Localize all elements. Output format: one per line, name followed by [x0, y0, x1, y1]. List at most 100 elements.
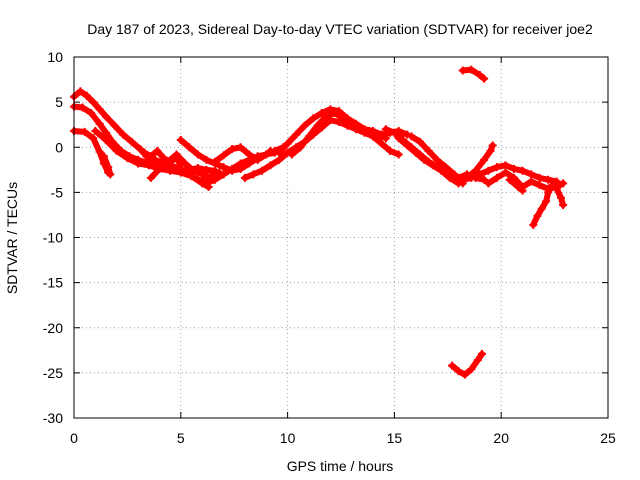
- data-point: [99, 152, 108, 161]
- data-point: [394, 150, 403, 159]
- data-point: [505, 175, 514, 184]
- data-point: [317, 108, 326, 117]
- data-point: [535, 173, 544, 182]
- data-point: [181, 159, 190, 168]
- data-point: [460, 370, 469, 379]
- data-point: [492, 163, 501, 172]
- data-point: [486, 146, 495, 155]
- y-tick-label: -20: [43, 320, 63, 336]
- data-series-track-9: [202, 148, 279, 188]
- data-point: [185, 143, 194, 152]
- data-point: [309, 114, 318, 123]
- data-point: [236, 143, 245, 152]
- data-series-track-15: [407, 132, 467, 188]
- data-point: [123, 154, 132, 163]
- data-point: [420, 155, 429, 164]
- data-point: [140, 148, 149, 157]
- data-point: [411, 148, 420, 157]
- data-point: [488, 141, 497, 150]
- x-tick-label: 25: [600, 430, 616, 446]
- data-point: [544, 188, 553, 197]
- data-point: [283, 139, 292, 148]
- data-point: [441, 163, 450, 172]
- data-point: [467, 365, 476, 374]
- data-series-track-20: [458, 65, 489, 83]
- data-point: [95, 147, 104, 156]
- data-point: [448, 361, 457, 370]
- data-point: [80, 127, 89, 136]
- data-point: [428, 161, 437, 170]
- data-point: [529, 220, 538, 229]
- data-point: [313, 121, 322, 130]
- data-point: [176, 168, 185, 177]
- data-point: [416, 137, 425, 146]
- data-point: [454, 173, 463, 182]
- data-point: [339, 114, 348, 123]
- data-point: [202, 165, 211, 174]
- data-point: [198, 170, 207, 179]
- data-point: [275, 155, 284, 164]
- data-point: [330, 108, 339, 117]
- data-point: [102, 128, 111, 137]
- data-point: [471, 166, 480, 175]
- data-point: [477, 349, 486, 358]
- data-point: [202, 179, 211, 188]
- data-point: [557, 193, 566, 202]
- data-point: [87, 108, 96, 117]
- data-point: [210, 175, 219, 184]
- data-point: [492, 173, 501, 182]
- data-series-track-21: [448, 349, 486, 379]
- data-point: [445, 173, 454, 182]
- data-point: [381, 134, 390, 143]
- data-series-track-6: [146, 150, 228, 182]
- data-point: [172, 150, 181, 159]
- data-point: [559, 201, 568, 210]
- data-point: [510, 164, 519, 173]
- data-point: [89, 134, 98, 143]
- x-tick-label: 20: [493, 430, 509, 446]
- data-point: [394, 134, 403, 143]
- series-line: [455, 171, 488, 183]
- data-point: [475, 71, 484, 80]
- data-point: [219, 151, 228, 160]
- y-tick-label: 10: [47, 49, 63, 65]
- data-series-track-10: [240, 116, 403, 182]
- data-point: [104, 163, 113, 172]
- y-tick-label: -5: [51, 184, 64, 200]
- data-point: [458, 179, 467, 188]
- data-point: [403, 141, 412, 150]
- data-point: [433, 155, 442, 164]
- data-point: [245, 155, 254, 164]
- data-point: [480, 155, 489, 164]
- data-point: [99, 159, 108, 168]
- data-point: [127, 137, 136, 146]
- data-point: [544, 175, 553, 184]
- data-series-track-17: [505, 175, 527, 195]
- data-point: [136, 145, 145, 154]
- data-series-track-19: [454, 170, 489, 184]
- data-point: [527, 170, 536, 179]
- data-point: [89, 98, 98, 107]
- data-point: [454, 367, 463, 376]
- data-point: [407, 132, 416, 141]
- data-point: [82, 91, 91, 100]
- data-point: [548, 181, 557, 190]
- data-point: [176, 136, 185, 145]
- data-point: [112, 146, 121, 155]
- data-point: [144, 161, 153, 170]
- data-point: [296, 143, 305, 152]
- data-point: [106, 170, 115, 179]
- data-point: [236, 159, 245, 168]
- data-series-track-18: [529, 181, 568, 229]
- data-point: [210, 157, 219, 166]
- data-point: [240, 173, 249, 182]
- data-point: [266, 161, 275, 170]
- data-point: [102, 136, 111, 145]
- data-point: [537, 204, 546, 213]
- data-point: [535, 181, 544, 190]
- data-point: [292, 130, 301, 139]
- data-point: [91, 127, 100, 136]
- x-tick-label: 5: [177, 430, 185, 446]
- data-point: [467, 65, 476, 74]
- data-point: [262, 150, 271, 159]
